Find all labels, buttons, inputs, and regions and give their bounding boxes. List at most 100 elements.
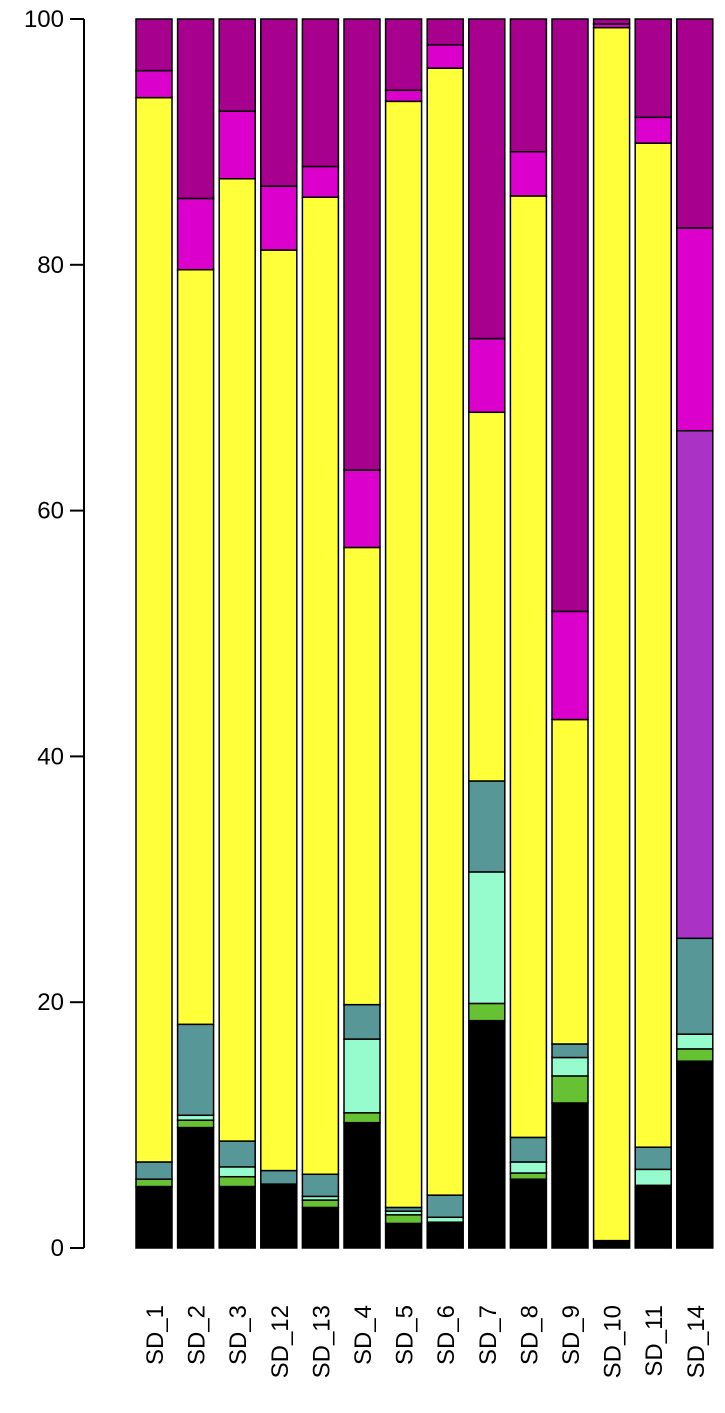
bar-segment	[551, 18, 589, 613]
x-tick-label: SD_3	[225, 1305, 252, 1365]
bar-segment	[135, 1161, 173, 1180]
bar-segment	[260, 249, 298, 1172]
bar-segment	[468, 337, 506, 414]
bar-segment	[509, 1178, 548, 1249]
bar-segment	[509, 1172, 548, 1180]
bar-segment	[676, 1060, 714, 1249]
bar-segment	[218, 110, 256, 180]
x-tick-label: SD_9	[558, 1305, 585, 1365]
bar-segment	[592, 1239, 631, 1249]
bar-segment	[301, 196, 340, 1176]
bar-segment	[343, 1121, 381, 1249]
bar-segment	[343, 18, 381, 471]
bar-segment	[551, 1043, 589, 1059]
x-tick-label: SD_13	[308, 1305, 335, 1378]
bar-segment	[343, 1112, 381, 1124]
bar-segment	[176, 1023, 215, 1117]
bar-segment	[176, 18, 215, 200]
x-tick-label: SD_14	[683, 1305, 710, 1378]
bar-segment	[384, 1222, 423, 1249]
y-tick-label: 80	[37, 252, 64, 279]
bar-segment	[301, 1206, 340, 1249]
bar-segment	[468, 780, 506, 873]
bar-segment	[384, 89, 423, 103]
bar-segment	[551, 1102, 589, 1249]
bar-segment	[301, 165, 340, 198]
bar-segment	[551, 1075, 589, 1104]
bar-segment	[218, 1175, 256, 1188]
bar-segment	[634, 142, 672, 1148]
bar-segment	[509, 1136, 548, 1163]
bar-segment	[551, 610, 589, 721]
x-tick-label: SD_12	[267, 1305, 294, 1378]
bar-segment	[260, 1169, 298, 1185]
bar-segment	[592, 18, 631, 25]
bar-segment	[135, 1185, 173, 1249]
bar-segment	[676, 1033, 714, 1050]
bar-segment	[343, 546, 381, 1006]
bar-segment	[509, 195, 548, 1139]
bar-segment	[218, 1140, 256, 1168]
bar-segment	[176, 1126, 215, 1249]
x-tick-label: SD_6	[433, 1305, 460, 1365]
bar-segment	[676, 18, 714, 229]
bar-segment	[509, 18, 548, 153]
bar-segment	[551, 1056, 589, 1077]
bar-segment	[634, 1146, 672, 1171]
bar-segment	[135, 69, 173, 99]
bar-segment	[509, 150, 548, 197]
bar-segment	[676, 429, 714, 940]
y-tick-label: 0	[51, 1235, 64, 1262]
bar-segment	[260, 1183, 298, 1249]
bar-segment	[135, 18, 173, 72]
bar-segment	[218, 178, 256, 1142]
bar-segment	[676, 227, 714, 432]
y-tick-label: 60	[37, 498, 64, 525]
bar-segment	[301, 1199, 340, 1209]
bar-segment	[301, 18, 340, 168]
x-tick-label: SD_2	[184, 1305, 211, 1365]
bar-segment	[509, 1161, 548, 1174]
bar-segment	[301, 1173, 340, 1198]
bar-segment	[343, 1038, 381, 1114]
bar-segment	[218, 18, 256, 112]
x-tick-label: SD_10	[600, 1305, 627, 1378]
bar-segment	[384, 100, 423, 1209]
bar-segment	[343, 1003, 381, 1040]
bar-segment	[176, 1119, 215, 1129]
bar-segment	[468, 1002, 506, 1022]
bar-segment	[260, 185, 298, 251]
bar-segment	[426, 44, 464, 69]
bar-segment	[426, 67, 464, 1196]
bar-segment	[426, 1221, 464, 1249]
y-tick-label: 40	[37, 743, 64, 770]
bar-segment	[551, 718, 589, 1045]
bar-segment	[676, 937, 714, 1035]
bar-segment	[468, 411, 506, 782]
bar-segment	[135, 96, 173, 1163]
bar-segment	[634, 1168, 672, 1187]
bar-segment	[384, 18, 423, 92]
bar-segment	[634, 1184, 672, 1249]
x-tick-label: SD_5	[392, 1305, 419, 1365]
x-tick-label: SD_8	[516, 1305, 543, 1365]
bar-segment	[426, 1194, 464, 1219]
bar-segment	[176, 268, 215, 1026]
bar-segment	[468, 1019, 506, 1249]
bar-segment	[592, 26, 631, 1242]
bar-segment	[426, 18, 464, 46]
bar-segment	[384, 1214, 423, 1225]
bar-segment	[676, 1048, 714, 1062]
x-tick-label: SD_7	[475, 1305, 502, 1365]
x-tick-label: SD_4	[350, 1305, 377, 1365]
bar-segment	[218, 1166, 256, 1178]
x-tick-label: SD_1	[142, 1305, 169, 1365]
bar-segment	[634, 116, 672, 144]
bar-segment	[218, 1185, 256, 1249]
bar-segment	[176, 197, 215, 271]
bar-segment	[634, 18, 672, 119]
bar-segment	[135, 1178, 173, 1188]
bar-segment	[468, 18, 506, 340]
x-tick-label: SD_11	[641, 1305, 668, 1377]
